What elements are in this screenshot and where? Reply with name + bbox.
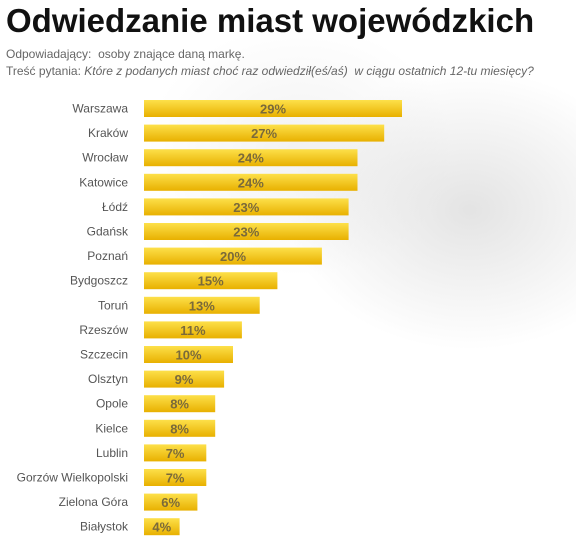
value-label-3: 24% bbox=[238, 175, 264, 190]
value-label-15: 7% bbox=[166, 471, 185, 486]
category-label-15: Gorzów Wielkopolski bbox=[17, 471, 128, 485]
bar-1 bbox=[144, 124, 385, 142]
bar-14 bbox=[144, 444, 207, 462]
category-label-17: Białystok bbox=[80, 520, 129, 534]
category-label-1: Kraków bbox=[88, 126, 128, 140]
value-label-17: 4% bbox=[152, 520, 171, 535]
respondents-line: Odpowiadający: osoby znające daną markę. bbox=[6, 47, 245, 61]
respondents-label: Odpowiadający: bbox=[6, 47, 92, 61]
value-label-11: 9% bbox=[175, 372, 194, 387]
category-label-7: Bydgoszcz bbox=[70, 274, 128, 288]
value-label-1: 27% bbox=[251, 126, 277, 141]
bar-8 bbox=[144, 296, 260, 314]
chart-title: Odwiedzanie miast wojewódzkich bbox=[6, 2, 535, 39]
bar-9 bbox=[144, 321, 242, 339]
bar-4 bbox=[144, 198, 349, 216]
bar-12 bbox=[144, 395, 216, 413]
bar-13 bbox=[144, 419, 216, 437]
value-label-12: 8% bbox=[170, 397, 189, 412]
question-line: Treść pytania: Które z podanych miast ch… bbox=[6, 64, 534, 78]
value-label-16: 6% bbox=[161, 495, 180, 510]
bar-5 bbox=[144, 223, 349, 240]
category-label-4: Łódź bbox=[102, 200, 128, 214]
category-label-16: Zielona Góra bbox=[59, 495, 129, 509]
bar-10 bbox=[144, 346, 233, 363]
category-label-2: Wrocław bbox=[82, 151, 128, 165]
category-label-0: Warszawa bbox=[72, 102, 128, 116]
value-label-9: 11% bbox=[180, 323, 206, 338]
category-label-5: Gdańsk bbox=[87, 225, 129, 239]
question-text-2: w ciągu ostatnich 12-tu miesięcy? bbox=[354, 64, 534, 78]
bar-16 bbox=[144, 493, 198, 511]
bar-3 bbox=[144, 173, 358, 191]
value-label-5: 23% bbox=[233, 225, 259, 240]
category-label-13: Kielce bbox=[95, 421, 128, 435]
bar-17 bbox=[144, 518, 180, 536]
respondents-value: osoby znające daną markę. bbox=[98, 47, 245, 61]
value-label-6: 20% bbox=[220, 249, 246, 264]
bars-group: Warszawa 29% Kraków 27% Wrocław 24% Katowice 24… bbox=[17, 100, 402, 536]
value-label-4: 23% bbox=[233, 200, 259, 215]
value-label-7: 15% bbox=[198, 274, 224, 289]
value-label-8: 13% bbox=[189, 298, 215, 313]
value-label-0: 29% bbox=[260, 102, 286, 117]
question-text: Które z podanych miast choć raz odwiedzi… bbox=[84, 64, 348, 78]
category-label-9: Rzeszów bbox=[79, 323, 128, 337]
category-label-11: Olsztyn bbox=[88, 372, 128, 386]
bar-6 bbox=[144, 247, 322, 265]
value-label-10: 10% bbox=[175, 348, 201, 363]
category-label-8: Toruń bbox=[98, 298, 128, 312]
bar-0 bbox=[144, 100, 402, 117]
category-label-10: Szczecin bbox=[80, 348, 128, 362]
bar-2 bbox=[144, 149, 358, 167]
value-label-14: 7% bbox=[166, 446, 185, 461]
value-label-13: 8% bbox=[170, 421, 189, 436]
category-label-12: Opole bbox=[96, 397, 128, 411]
bar-11 bbox=[144, 370, 225, 388]
category-label-3: Katowice bbox=[79, 175, 128, 189]
category-label-6: Poznań bbox=[87, 249, 128, 263]
question-label: Treść pytania: bbox=[6, 64, 81, 78]
value-label-2: 24% bbox=[238, 151, 264, 166]
bar-15 bbox=[144, 469, 207, 486]
category-label-14: Lublin bbox=[96, 446, 128, 460]
bar-7 bbox=[144, 272, 278, 290]
